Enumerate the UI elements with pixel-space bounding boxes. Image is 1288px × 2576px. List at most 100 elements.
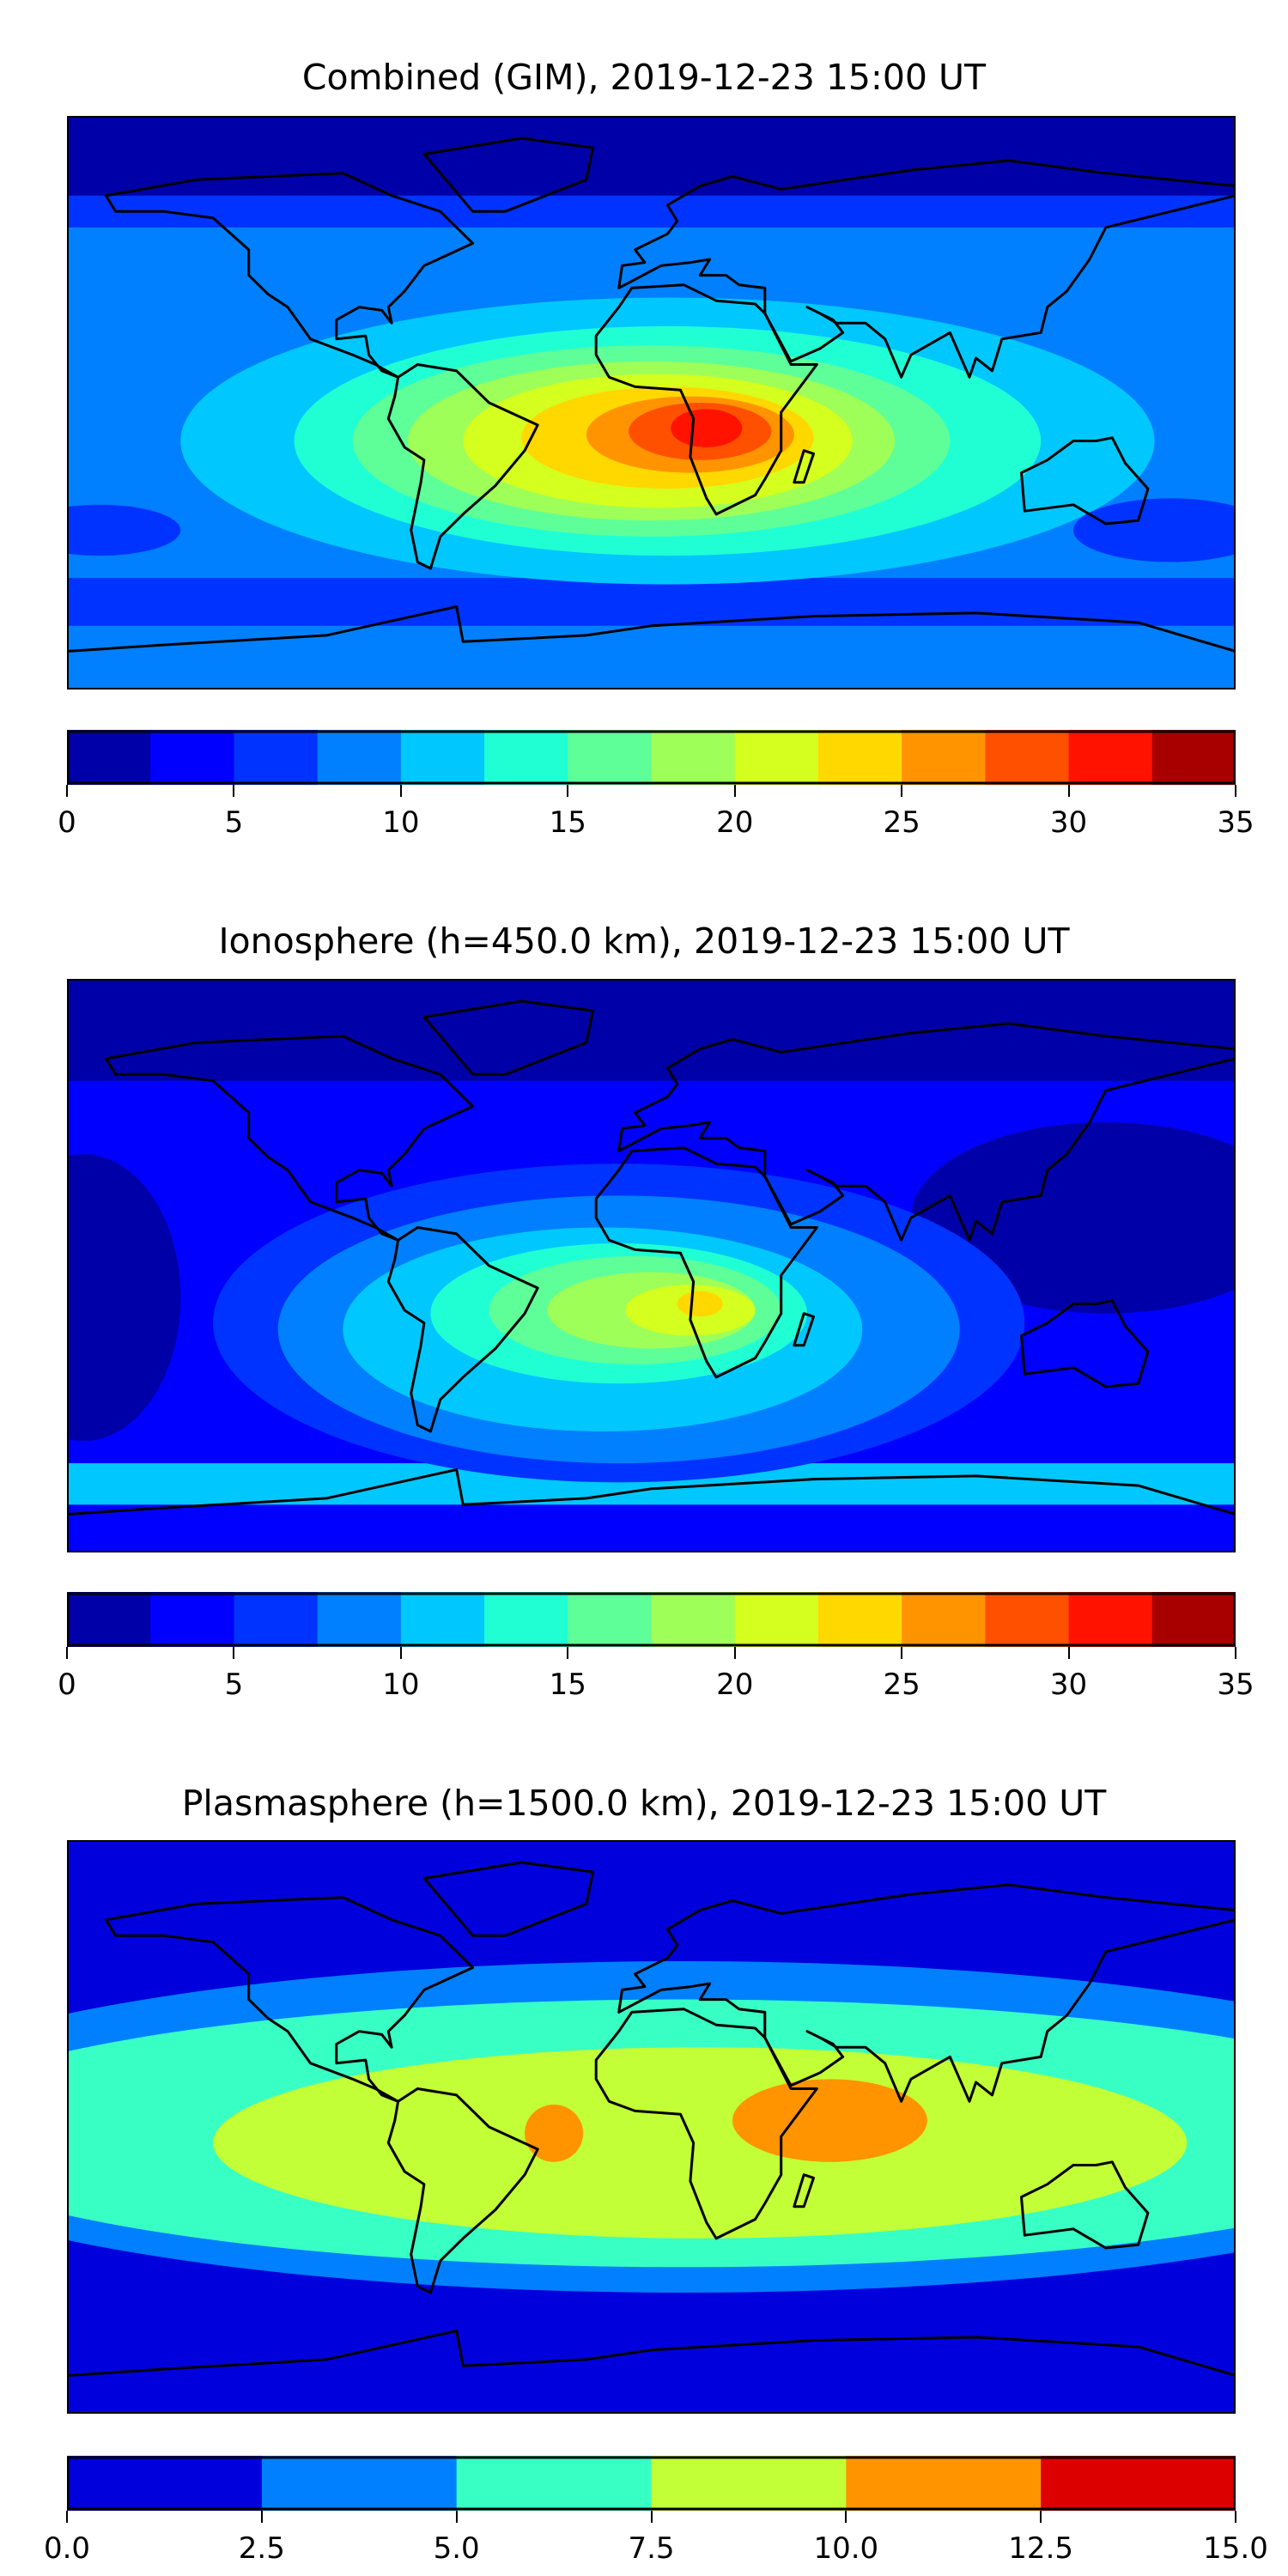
colorbar-segment — [484, 1592, 568, 1647]
colorbar-segment — [902, 1592, 986, 1647]
colorbar-tick-label: 10.0 — [813, 2531, 879, 2566]
coastline — [422, 137, 594, 213]
colorbar-segment — [1068, 1592, 1153, 1647]
contour-region — [67, 1154, 181, 1442]
colorbar-segment — [985, 730, 1070, 785]
colorbar-segment — [568, 1592, 652, 1647]
contour-region — [525, 2105, 584, 2162]
colorbar-segment — [456, 2456, 652, 2511]
colorbar-tick-label: 0 — [58, 1668, 76, 1702]
colorbar-tick-label: 0.0 — [43, 2531, 91, 2566]
contour-region — [1073, 498, 1236, 562]
contour-band — [67, 979, 1236, 1081]
colorbar-tick-label: 15 — [549, 1668, 586, 1702]
colorbar-frame — [67, 730, 1236, 785]
colorbar-tick-mark — [66, 1647, 68, 1659]
colorbar-tick-mark — [1235, 1647, 1236, 1659]
colorbar-tick-mark — [1235, 2511, 1236, 2523]
map-frame — [67, 979, 1236, 1552]
colorbar-tick-mark — [650, 2511, 653, 2523]
colorbar-tick-label: 15 — [549, 805, 586, 840]
colorbar-tick-mark — [733, 785, 736, 797]
coastline — [67, 605, 1236, 653]
coastline — [104, 1035, 475, 1242]
colorbar-segment — [1068, 730, 1153, 785]
colorbar-tick-mark — [1067, 785, 1070, 797]
colorbar-tick-mark — [399, 1647, 402, 1659]
colorbar-tick-label: 2.5 — [238, 2531, 285, 2566]
coastline — [67, 2330, 1236, 2377]
colorbar-segment — [317, 730, 402, 785]
map-frame — [67, 1840, 1236, 2414]
coastline — [386, 1226, 539, 1433]
panel-3-colorbar — [67, 2456, 1236, 2511]
coastline — [617, 1883, 1236, 2103]
colorbar-tick-mark — [233, 785, 235, 797]
colorbar-tick-mark — [66, 2511, 68, 2523]
colorbar-tick-mark — [233, 1647, 235, 1659]
colorbar-tick-mark — [1040, 2511, 1042, 2523]
colorbar-tick-label: 20 — [716, 1668, 754, 1702]
colorbar-tick-label: 35 — [1217, 805, 1255, 840]
colorbar-segment — [568, 730, 652, 785]
coastline — [422, 1861, 594, 1937]
colorbar-tick-mark — [455, 2511, 458, 2523]
colorbar-segment — [651, 2456, 847, 2511]
colorbar-tick-mark — [901, 785, 903, 797]
colorbar-tick-mark — [567, 1647, 569, 1659]
colorbar-tick-label: 25 — [883, 805, 920, 840]
colorbar-tick-label: 25 — [883, 1668, 920, 1702]
colorbar-segment — [1041, 2456, 1236, 2511]
panel-1-title: Combined (GIM), 2019-12-23 15:00 UT — [301, 57, 987, 98]
coastline — [793, 449, 815, 484]
colorbar-tick-label: 5 — [224, 805, 244, 840]
coastline — [617, 159, 1236, 379]
colorbar-segment — [1151, 1592, 1236, 1647]
colorbar-tick-mark — [1235, 785, 1236, 797]
colorbar-tick-label: 12.5 — [1008, 2531, 1074, 2566]
colorbar-segment — [902, 730, 986, 785]
colorbar-segment — [67, 2456, 263, 2511]
colorbar-segment — [67, 1592, 151, 1647]
coastline — [594, 283, 818, 516]
colorbar-segment — [484, 730, 568, 785]
colorbar-segment — [317, 1592, 402, 1647]
coastline — [104, 1896, 475, 2103]
colorbar-segment — [400, 1592, 485, 1647]
colorbar-segment — [1151, 730, 1236, 785]
colorbar-segment — [234, 730, 319, 785]
colorbar-tick-label: 5 — [224, 1668, 244, 1702]
coastline — [594, 1146, 818, 1379]
colorbar-segment — [150, 730, 234, 785]
colorbar-tick-label: 35 — [1217, 1668, 1255, 1702]
colorbar-segment — [261, 2456, 458, 2511]
colorbar-segment — [985, 1592, 1070, 1647]
contour-region — [671, 409, 743, 447]
contour-band — [67, 625, 1236, 690]
panel-2-map — [67, 979, 1236, 1552]
contour-region — [67, 504, 181, 556]
coastline — [594, 2008, 818, 2240]
colorbar-segment — [234, 1592, 319, 1647]
colorbar-tick-label: 10 — [382, 1668, 420, 1702]
colorbar-tick-mark — [260, 2511, 263, 2523]
colorbar-tick-mark — [733, 1647, 736, 1659]
coastline — [67, 1468, 1236, 1516]
contour-region — [677, 1291, 723, 1317]
colorbar-tick-label: 20 — [716, 805, 754, 840]
colorbar-tick-label: 10 — [382, 805, 420, 840]
coastline — [617, 1022, 1236, 1242]
coastline — [793, 2173, 815, 2208]
coastline — [386, 2087, 539, 2294]
colorbar-segment — [400, 730, 485, 785]
coastline — [422, 999, 594, 1076]
colorbar-frame — [67, 1592, 1236, 1647]
colorbar-tick-mark — [901, 1647, 903, 1659]
contour-region — [213, 2047, 1188, 2239]
colorbar-tick-mark — [845, 2511, 848, 2523]
contour-band — [67, 116, 1236, 196]
colorbar-tick-label: 30 — [1049, 805, 1088, 840]
panel-2-title: Ionosphere (h=450.0 km), 2019-12-23 15:0… — [218, 920, 1070, 962]
colorbar-tick-label: 5.0 — [433, 2531, 480, 2566]
colorbar-segment — [817, 1592, 902, 1647]
